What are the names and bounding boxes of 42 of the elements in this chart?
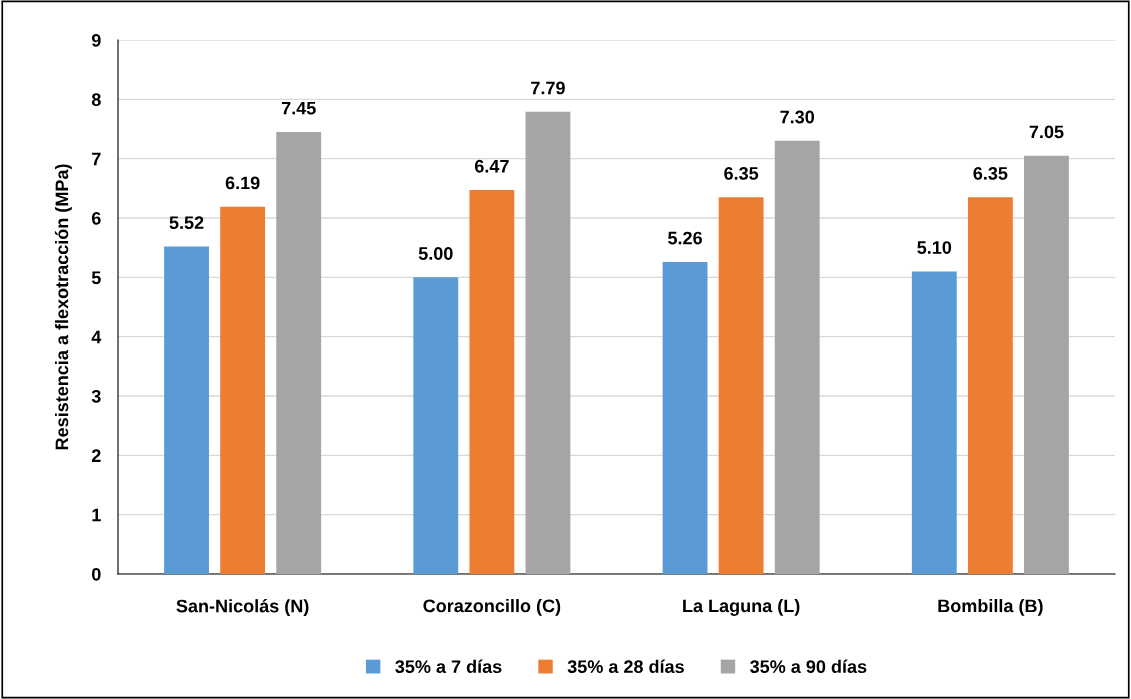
x-tick-label: Corazoncillo (C) [423,599,561,616]
data-label: 5.26 [668,231,702,245]
y-tick-label: 5 [91,271,101,285]
y-tick-label: 7 [92,152,101,166]
bar [164,246,209,574]
data-label: 6.19 [225,176,260,190]
data-label: 6.35 [724,166,759,180]
legend-label: 35% a 90 días [750,659,867,674]
legend-label: 35% a 7 días [395,659,502,674]
data-label: 6.35 [973,166,1008,180]
y-axis-title: Resistencia a flexotracción (MPa) [54,164,72,450]
y-tick-label: 0 [92,567,101,581]
y-tick-label: 8 [91,93,101,107]
x-tick-label: La Laguna (L) [683,599,800,616]
bar [718,197,764,574]
x-tick-label: San-Nicolás (N) [176,599,309,616]
data-label: 5.10 [917,241,952,254]
data-label: 5.52 [169,216,204,230]
bar [911,271,957,574]
y-tick-label: 6 [91,211,101,225]
bar [413,277,459,574]
data-label: 7.79 [531,81,565,95]
y-tick-label: 4 [91,330,102,344]
y-tick-label: 1 [92,508,101,522]
bar [220,206,266,574]
bar [662,261,708,574]
x-tick-label: Bombilla (B) [938,599,1043,616]
y-tick-label: 2 [91,449,101,462]
bar [276,131,322,574]
bar [1024,155,1069,574]
y-tick-label: 3 [91,389,101,403]
data-label: 7.30 [780,110,815,124]
data-label: 7.45 [281,101,316,115]
legend-label: 35% a 28 días [567,659,684,674]
y-tick-label: 9 [91,33,101,47]
bar [774,140,820,574]
data-label: 7.05 [1029,125,1064,139]
bar [967,197,1013,574]
bar [525,111,571,574]
data-label: 6.47 [474,159,509,173]
data-label: 5.00 [418,247,453,260]
bar [469,190,515,574]
